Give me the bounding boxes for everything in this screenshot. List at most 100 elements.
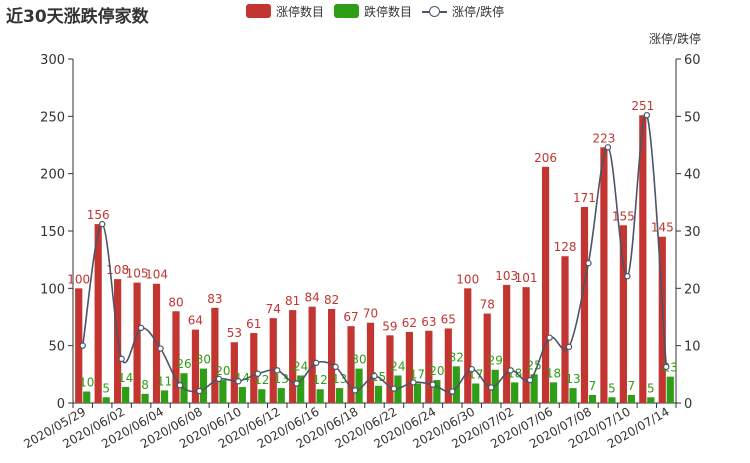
ratio-point bbox=[429, 381, 437, 388]
bar-label-limit-down: 5 bbox=[608, 381, 616, 395]
bar-limit-up bbox=[386, 335, 394, 403]
ratio-point bbox=[98, 220, 106, 228]
legend-label-limit-up: 涨停数目 bbox=[276, 4, 325, 19]
legend-label-limit-down: 跌停数目 bbox=[364, 4, 413, 19]
bar-limit-up bbox=[541, 166, 550, 403]
bar-limit-down bbox=[394, 375, 402, 403]
legend-item-ratio[interactable]: 涨停/跌停 bbox=[422, 3, 504, 20]
bar-label-limit-up: 105 bbox=[126, 267, 149, 281]
bar-label-limit-down: 13 bbox=[274, 372, 289, 386]
chart-title: 近30天涨跌停家数 bbox=[6, 7, 149, 27]
ratio-point bbox=[235, 378, 242, 385]
bar-label-limit-up: 206 bbox=[534, 151, 557, 165]
bar-label-limit-up: 74 bbox=[266, 302, 281, 316]
bar-limit-up bbox=[191, 329, 200, 403]
bar-limit-down bbox=[530, 374, 538, 403]
bar-limit-up bbox=[639, 115, 647, 403]
bar-limit-up bbox=[347, 326, 355, 403]
bar-limit-down bbox=[355, 368, 363, 403]
bar-label-limit-down: 14 bbox=[118, 371, 133, 385]
ratio-point bbox=[215, 375, 223, 383]
ratio-point bbox=[624, 273, 631, 280]
bar-limit-up bbox=[405, 331, 414, 403]
ratio-point bbox=[663, 363, 670, 371]
bar-label-limit-up: 65 bbox=[441, 312, 456, 326]
ratio-point bbox=[585, 259, 592, 267]
bar-label-limit-up: 53 bbox=[227, 326, 242, 340]
bar-label-limit-down: 25 bbox=[526, 358, 541, 372]
bar-limit-up bbox=[327, 308, 336, 403]
bar-limit-up bbox=[289, 310, 297, 403]
bar-label-limit-down: 20 bbox=[429, 364, 444, 378]
ratio-point bbox=[293, 380, 300, 387]
y-right-tick-label: 10 bbox=[684, 340, 701, 355]
chart-legend[interactable]: 涨停数目 跌停数目 涨停/跌停 bbox=[246, 3, 514, 19]
bar-label-limit-up: 83 bbox=[207, 292, 222, 306]
legend-line-icon bbox=[422, 4, 448, 18]
bar-limit-down bbox=[316, 389, 324, 403]
bar-limit-up bbox=[522, 287, 530, 403]
bar-limit-down bbox=[588, 394, 597, 403]
bar-limit-down bbox=[219, 380, 227, 403]
y-left-tick-label: 250 bbox=[40, 110, 65, 125]
bar-limit-up bbox=[483, 313, 491, 403]
bar-limit-up bbox=[308, 306, 316, 403]
bar-limit-up bbox=[133, 282, 141, 403]
y-left-tick-label: 100 bbox=[40, 282, 65, 297]
bar-label-limit-up: 80 bbox=[168, 295, 183, 309]
bar-label-limit-up: 223 bbox=[592, 131, 615, 145]
bar-limit-up bbox=[503, 284, 511, 403]
bar-label-limit-down: 7 bbox=[589, 379, 597, 393]
bar-label-limit-up: 108 bbox=[106, 263, 129, 277]
bar-limit-up bbox=[464, 288, 472, 403]
bar-label-limit-down: 29 bbox=[488, 354, 503, 368]
ratio-point bbox=[79, 342, 86, 349]
ratio-point bbox=[351, 387, 359, 394]
y-left-tick-label: 300 bbox=[40, 53, 65, 68]
bar-limit-up bbox=[250, 333, 258, 403]
bar-limit-down bbox=[472, 383, 480, 403]
legend-item-limit-down[interactable]: 跌停数目 bbox=[334, 3, 412, 20]
right-axis-name: 涨停/跌停 bbox=[649, 31, 701, 46]
y-right-tick-label: 0 bbox=[684, 397, 692, 412]
y-left-tick-label: 150 bbox=[40, 225, 65, 240]
bar-limit-down bbox=[433, 380, 441, 403]
bar-limit-up bbox=[619, 225, 627, 403]
bar-limit-down bbox=[258, 389, 266, 403]
bar-label-limit-up: 100 bbox=[456, 272, 479, 286]
bar-label-limit-down: 30 bbox=[351, 353, 366, 367]
bar-label-limit-down: 5 bbox=[102, 381, 110, 395]
bar-label-limit-down: 10 bbox=[79, 376, 94, 390]
ratio-point bbox=[157, 345, 164, 352]
bar-limit-up bbox=[94, 224, 102, 403]
legend-swatch-limit-down bbox=[334, 4, 360, 18]
y-left-tick-label: 200 bbox=[40, 168, 65, 183]
ratio-point bbox=[604, 144, 612, 151]
y-right-tick-label: 40 bbox=[684, 168, 701, 183]
bar-label-limit-up: 63 bbox=[421, 315, 436, 329]
bar-label-limit-down: 17 bbox=[410, 368, 425, 382]
ratio-point bbox=[390, 385, 398, 392]
legend-item-limit-up[interactable]: 涨停数目 bbox=[246, 3, 324, 20]
y-right-tick-label: 50 bbox=[684, 110, 701, 125]
ratio-point bbox=[176, 382, 184, 389]
bar-label-limit-down: 5 bbox=[647, 381, 655, 395]
bar-label-limit-up: 156 bbox=[87, 208, 110, 222]
bar-label-limit-up: 81 bbox=[285, 294, 300, 308]
ratio-point bbox=[565, 343, 573, 351]
ratio-point bbox=[137, 324, 145, 332]
bar-label-limit-up: 103 bbox=[495, 269, 518, 283]
bar-limit-up bbox=[580, 206, 589, 403]
bar-label-limit-up: 64 bbox=[188, 314, 203, 328]
y-left-tick-label: 50 bbox=[48, 340, 65, 355]
ratio-point bbox=[332, 363, 339, 371]
y-right-tick-label: 60 bbox=[684, 53, 701, 68]
ratio-point bbox=[507, 367, 514, 374]
bar-limit-down bbox=[666, 376, 674, 403]
bar-limit-up bbox=[425, 330, 433, 403]
bar-limit-down bbox=[102, 397, 110, 403]
bar-label-limit-down: 24 bbox=[390, 359, 405, 373]
bar-limit-down bbox=[627, 394, 635, 403]
bar-label-limit-down: 13 bbox=[565, 372, 580, 386]
ratio-point bbox=[371, 372, 378, 380]
